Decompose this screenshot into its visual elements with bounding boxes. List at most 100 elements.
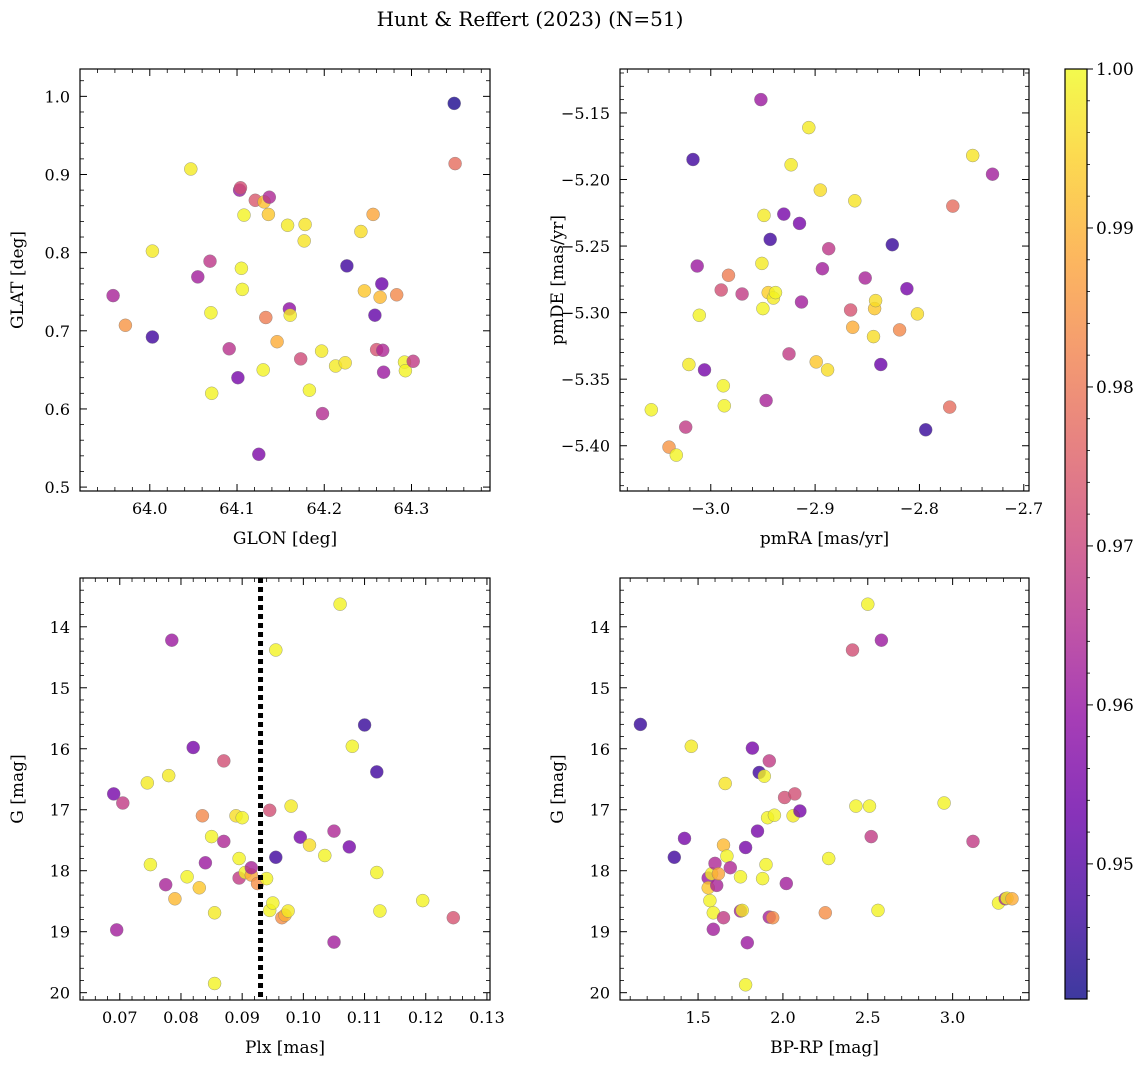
data-point [720, 849, 734, 863]
data-point [885, 237, 900, 252]
data-point [792, 216, 807, 231]
data-point [354, 224, 368, 239]
data-point [186, 740, 200, 755]
x-tick-label: 2.0 [770, 1008, 795, 1027]
y-tick-label: −5.20 [561, 170, 610, 189]
data-point [293, 830, 308, 844]
x-tick-label: 0.10 [286, 1008, 322, 1027]
y-tick-label: 0.5 [45, 478, 70, 497]
data-point [297, 234, 311, 248]
data-point [298, 217, 312, 232]
data-point [735, 287, 749, 301]
y-tick-label: 17 [50, 801, 70, 820]
axes-frame [79, 68, 491, 492]
data-point [815, 261, 830, 276]
y-tick-label: −5.35 [561, 370, 610, 389]
data-point [145, 330, 160, 344]
y-axis-label: G [mag] [548, 754, 568, 823]
data-point [269, 643, 283, 657]
x-tick-label: −3.0 [691, 499, 730, 518]
y-tick-label: 16 [590, 740, 610, 759]
data-point [868, 293, 883, 308]
data-point [232, 851, 246, 866]
y-tick-label: 20 [590, 984, 610, 1003]
data-point [706, 922, 721, 937]
axes-frame [619, 577, 1030, 1001]
data-point [711, 867, 726, 881]
data-point [244, 860, 259, 875]
y-axis-label: GLAT [deg] [8, 231, 28, 329]
data-point [735, 903, 749, 918]
colorbar-tick-label: 0.97 [1096, 537, 1134, 557]
x-tick-label: 0.13 [469, 1008, 505, 1027]
data-point [217, 834, 231, 849]
data-point [207, 976, 222, 991]
y-tick-label: 18 [590, 862, 610, 881]
y-tick-label: 1.0 [45, 87, 70, 106]
y-tick-label: 0.8 [45, 244, 70, 263]
data-point [318, 848, 332, 863]
panels: 64.0 64.1 64.2 64.3 0.5 0.6 0.7 0.8 0.9 1.0 GLON [… [8, 68, 1043, 1058]
data-point [918, 423, 933, 437]
data-point [314, 344, 329, 358]
data-point [140, 776, 155, 790]
panel-1: 64.0 64.1 64.2 64.3 0.5 0.6 0.7 0.8 0.9 1.0 GLON [… [8, 68, 491, 549]
data-point [644, 403, 659, 417]
data-point [716, 379, 731, 393]
y-tick-label: 20 [50, 984, 70, 1003]
data-point [375, 277, 389, 291]
data-point [985, 167, 1000, 181]
data-point [106, 288, 120, 303]
data-point [809, 355, 823, 369]
data-point [843, 303, 858, 317]
panel-4: 1.5 2.0 2.5 3.0 14 15 16 17 18 19 20 BP-RP [mag] G [… [548, 577, 1030, 1058]
data-point [738, 840, 753, 855]
y-tick-label: 0.9 [45, 166, 70, 185]
data-point [777, 207, 791, 221]
data-point [327, 824, 341, 838]
data-point [874, 357, 888, 372]
data-point [370, 865, 384, 880]
data-point [118, 318, 133, 333]
x-axis-label: GLON [deg] [233, 529, 337, 549]
data-point [717, 399, 732, 413]
data-point [327, 935, 341, 949]
data-point [946, 199, 960, 213]
data-point [733, 870, 748, 884]
x-axis-label: Plx [mas] [245, 1038, 325, 1058]
data-point [793, 804, 807, 818]
data-point [669, 448, 684, 462]
data-point [692, 308, 707, 323]
data-point [447, 96, 461, 111]
data-point [259, 310, 273, 325]
x-tick-label: −2.9 [796, 499, 835, 518]
colorbar-tick-label: 1.00 [1096, 60, 1134, 80]
data-point [143, 857, 158, 872]
data-point [723, 860, 738, 875]
x-tick-label: 0.12 [408, 1008, 444, 1027]
data-point [845, 320, 860, 335]
panel-3: 0.07 0.08 0.09 0.10 0.11 0.12 0.13 14 15 16 17 18 19… [8, 577, 505, 1058]
figure-title: Hunt & Reffert (2023) (N=51) [377, 7, 684, 31]
axis-ticks: 64.0 64.1 64.2 64.3 0.5 0.6 0.7 0.8 0.9 1.0 [45, 69, 490, 518]
colorbar-tick-label: 0.95 [1096, 855, 1134, 875]
data-point [293, 352, 308, 366]
data-point [315, 406, 330, 421]
data-point [684, 739, 699, 754]
data-point [235, 810, 249, 825]
colorbar: 0.95 0.96 0.97 0.98 0.99 1.00 [1064, 60, 1134, 1000]
scatter-points [106, 96, 462, 462]
data-point [270, 334, 284, 349]
y-tick-label: 18 [50, 862, 70, 881]
data-point [788, 787, 802, 801]
data-point [864, 829, 878, 844]
data-point [302, 383, 317, 397]
data-point [373, 904, 387, 918]
data-point [165, 633, 179, 647]
data-point [820, 363, 835, 377]
data-point [686, 152, 700, 167]
y-tick-label: 0.6 [45, 400, 70, 419]
data-point [342, 840, 357, 854]
data-point [697, 363, 712, 377]
